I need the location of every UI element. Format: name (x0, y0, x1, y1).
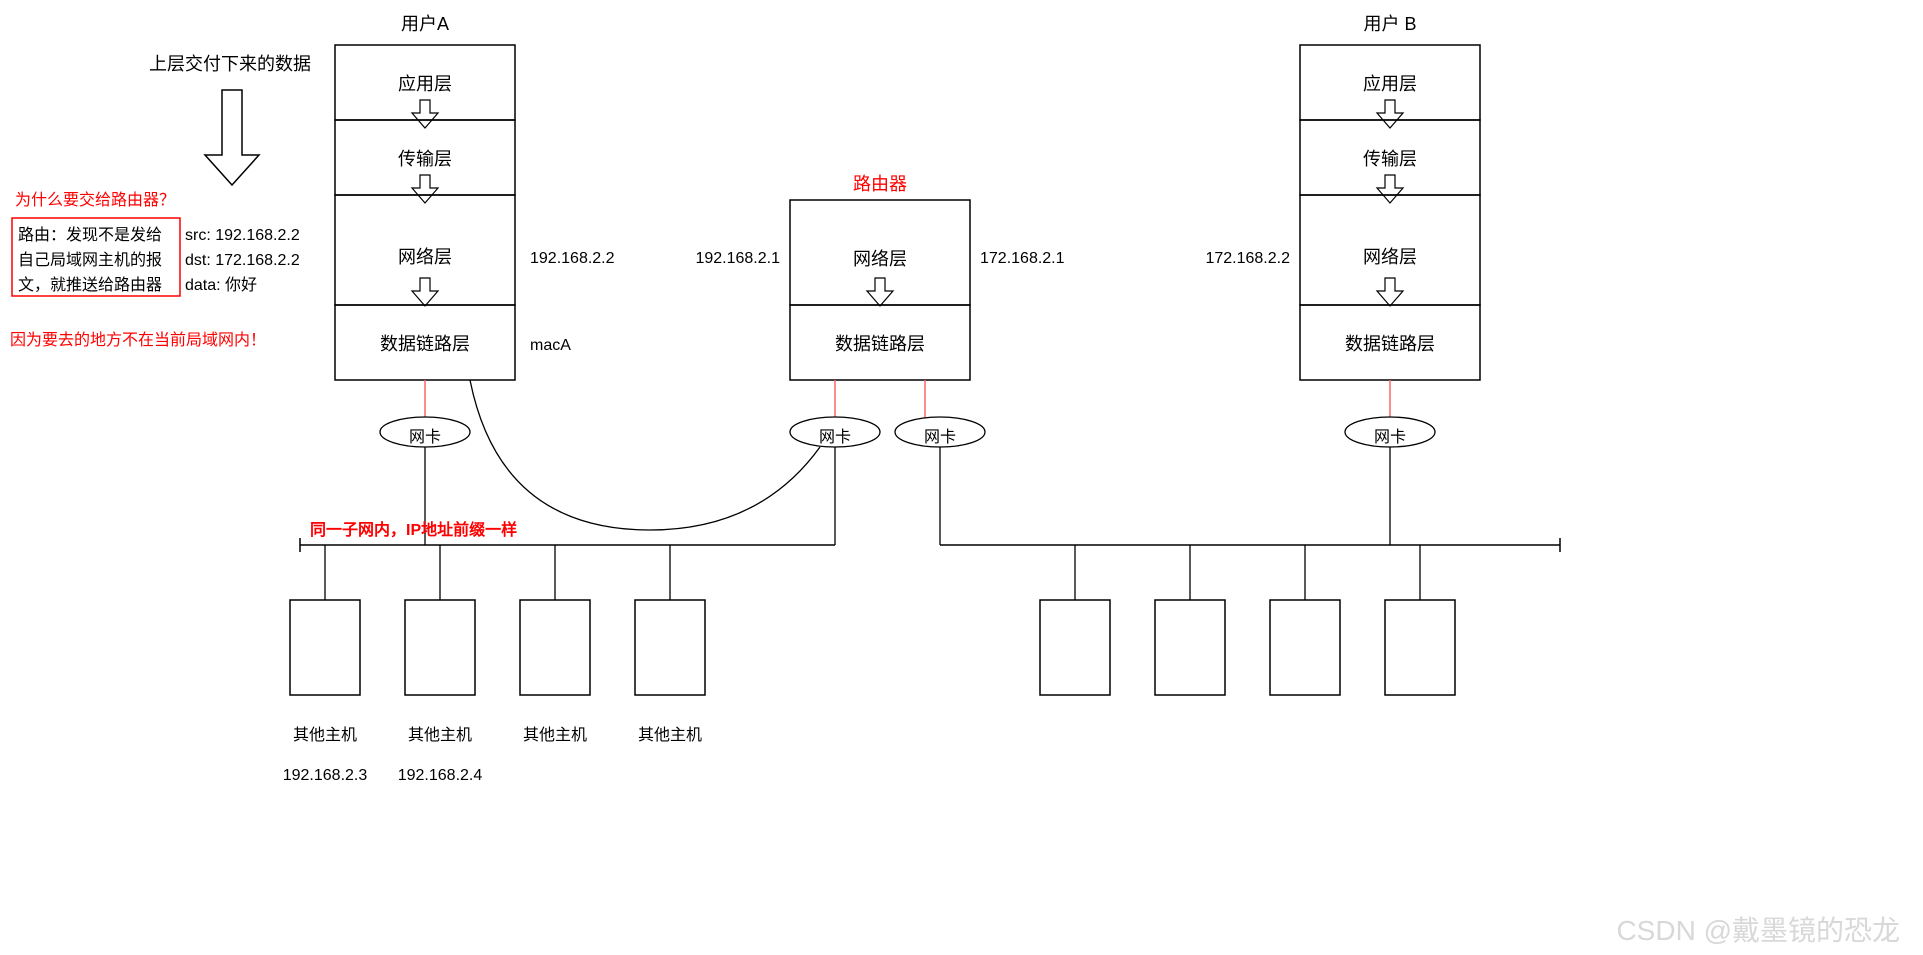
left-subnet-bus: 同一子网内，IP地址前缀一样 其他主机 其他主机 其他主机 其他主机 192.1… (283, 520, 835, 784)
down-arrow-icon (867, 278, 893, 306)
user-b-nic: 网卡 (1374, 428, 1406, 446)
router-layer-0: 网络层 (853, 249, 907, 269)
packet-dst: dst: 172.168.2.2 (185, 252, 300, 269)
user-a-nic: 网卡 (409, 428, 441, 446)
routing-line3: 文，就推送给路由器 (18, 276, 162, 294)
down-arrow-icon (412, 175, 438, 203)
subnet-note: 同一子网内，IP地址前缀一样 (310, 520, 517, 539)
routing-line1: 路由：发现不是发给 (18, 226, 162, 244)
packet-src: src: 192.168.2.2 (185, 227, 300, 244)
user-a-layer-3: 数据链路层 (380, 334, 470, 354)
down-arrow-icon (1377, 278, 1403, 306)
user-a-layer-1: 传输层 (398, 149, 452, 169)
user-a-ip: 192.168.2.2 (530, 250, 615, 267)
watermark: CSDN @戴墨镜的恐龙 (1616, 915, 1900, 946)
router-stack: 路由器 网络层 数据链路层 192.168.2.1 172.168.2.1 网卡… (695, 174, 1064, 545)
user-a-layer-0: 应用层 (398, 74, 452, 94)
host-box (290, 600, 360, 695)
user-b-title: 用户 B (1363, 14, 1416, 34)
host-label-2: 其他主机 (523, 726, 587, 744)
right-subnet-bus (940, 538, 1560, 695)
network-diagram: 用户A 应用层 传输层 网络层 数据链路层 192.168.2.2 macA 网… (0, 0, 1923, 955)
host-label-3: 其他主机 (638, 726, 702, 744)
host-box (635, 600, 705, 695)
upper-data-title: 上层交付下来的数据 (149, 54, 311, 74)
user-a-layer-2: 网络层 (398, 247, 452, 267)
down-arrow-icon (412, 278, 438, 306)
host-box (405, 600, 475, 695)
host-box (1155, 600, 1225, 695)
router-nic-left: 网卡 (819, 428, 851, 446)
user-b-layer-1: 传输层 (1363, 149, 1417, 169)
routing-line2: 自己局域网主机的报 (18, 251, 162, 269)
user-a-title: 用户A (401, 14, 449, 34)
router-ip-right: 172.168.2.1 (980, 250, 1065, 267)
host-box (1385, 600, 1455, 695)
user-a-mac: macA (530, 337, 571, 354)
router-title: 路由器 (853, 174, 907, 194)
down-arrow-icon (1377, 175, 1403, 203)
host-ip-0: 192.168.2.3 (283, 767, 368, 784)
user-b-stack: 用户 B 应用层 传输层 网络层 数据链路层 172.168.2.2 网卡 (1205, 14, 1480, 545)
user-a-stack: 用户A 应用层 传输层 网络层 数据链路层 192.168.2.2 macA 网… (335, 14, 615, 545)
router-ip-left: 192.168.2.1 (695, 250, 780, 267)
router-nic-right: 网卡 (924, 428, 956, 446)
question-text: 为什么要交给路由器？ (15, 191, 175, 209)
host-label-1: 其他主机 (408, 726, 472, 744)
router-layer-1: 数据链路层 (835, 334, 925, 354)
host-box (520, 600, 590, 695)
big-down-arrow-icon (205, 90, 259, 185)
answer-text: 因为要去的地方不在当前局域网内！ (10, 331, 266, 349)
host-label-0: 其他主机 (293, 726, 357, 744)
user-b-layer-3: 数据链路层 (1345, 334, 1435, 354)
host-box (1270, 600, 1340, 695)
user-b-ip: 172.168.2.2 (1205, 250, 1290, 267)
user-b-layer-2: 网络层 (1363, 247, 1417, 267)
down-arrow-icon (1377, 100, 1403, 128)
down-arrow-icon (412, 100, 438, 128)
host-ip-1: 192.168.2.4 (398, 767, 483, 784)
curve-a-to-router (470, 380, 820, 530)
host-box (1040, 600, 1110, 695)
user-b-layer-0: 应用层 (1363, 74, 1417, 94)
packet-data: data: 你好 (185, 276, 257, 294)
